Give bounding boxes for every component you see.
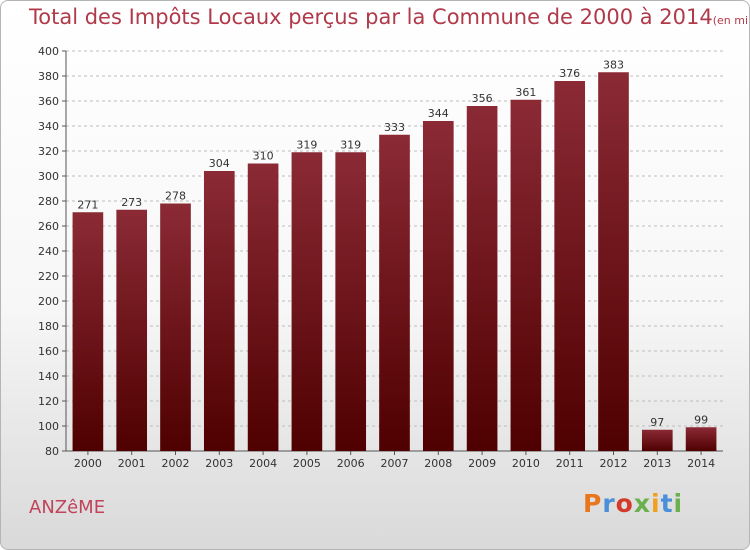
bar-2000	[72, 212, 104, 451]
bar-2012	[598, 72, 629, 451]
labels-layer: 271 273 278 304 310 319 319 333 344 356 361 376 383 9…	[77, 58, 708, 429]
brand-letter: i	[651, 489, 661, 518]
data-label: 319	[340, 138, 361, 151]
brand-logo: Proxiti	[583, 489, 683, 518]
brand-letter: P	[583, 489, 603, 518]
data-label: 99	[694, 413, 708, 426]
y-tick-label: 160	[38, 345, 59, 358]
data-label: 333	[384, 121, 405, 134]
data-label: 361	[515, 86, 536, 99]
y-tick-label: 100	[38, 420, 59, 433]
bar-2013	[641, 429, 673, 451]
data-label: 319	[296, 138, 317, 151]
bar-2003	[203, 171, 235, 451]
data-label: 278	[165, 190, 186, 203]
x-tick-label: 2012	[600, 457, 628, 470]
data-label: 97	[650, 416, 664, 429]
data-label: 356	[472, 92, 493, 105]
x-tick-label: 2005	[293, 457, 321, 470]
bar-2001	[116, 209, 148, 451]
y-tick-label: 120	[38, 395, 59, 408]
y-tick-label: 260	[38, 220, 59, 233]
x-tick-label: 2000	[74, 457, 102, 470]
brand-letter: t	[660, 489, 674, 518]
bar-2007	[379, 134, 410, 451]
chart-title-main: Total des Impôts Locaux perçus par la Co…	[29, 5, 713, 29]
bar-2009	[466, 106, 498, 451]
x-tick-label: 2006	[337, 457, 365, 470]
y-tick-label: 320	[38, 145, 59, 158]
y-tick-label: 300	[38, 170, 59, 183]
y-tick-label: 400	[38, 45, 59, 58]
y-tick-label: 200	[38, 295, 59, 308]
bar-2010	[510, 99, 542, 451]
data-label: 344	[428, 107, 449, 120]
x-tick-label: 2003	[205, 457, 233, 470]
brand-letter: o	[615, 489, 634, 518]
y-tick-label: 280	[38, 195, 59, 208]
bars-layer	[72, 72, 717, 451]
x-tick-label: 2007	[381, 457, 409, 470]
y-tick-label: 140	[38, 370, 59, 383]
x-tick-label: 2014	[687, 457, 715, 470]
x-tick-label: 2008	[424, 457, 452, 470]
y-tick-label: 360	[38, 95, 59, 108]
data-label: 304	[209, 157, 230, 170]
chart-title: Total des Impôts Locaux perçus par la Co…	[29, 5, 749, 29]
x-tick-label: 2013	[643, 457, 671, 470]
bar-2005	[291, 152, 323, 451]
bar-2004	[247, 163, 279, 451]
y-tick-label: 380	[38, 70, 59, 83]
chart-title-unit: (en milliers d'€)	[712, 14, 749, 27]
brand-letter: x	[633, 489, 651, 518]
x-tick-label: 2001	[118, 457, 146, 470]
commune-name: ANZêME	[29, 497, 106, 518]
x-tick-label: 2009	[468, 457, 496, 470]
y-tick-label: 340	[38, 120, 59, 133]
data-label: 310	[253, 150, 274, 163]
x-tick-label: 2010	[512, 457, 540, 470]
bar-2011	[554, 81, 586, 451]
brand-letter: r	[602, 489, 616, 518]
data-label: 273	[121, 196, 142, 209]
bar-2014	[685, 427, 717, 451]
data-label: 376	[559, 67, 580, 80]
y-tick-label: 80	[45, 445, 59, 458]
x-tick-label: 2002	[162, 457, 190, 470]
y-tick-label: 220	[38, 270, 59, 283]
data-label: 271	[77, 198, 98, 211]
bar-2008	[422, 121, 454, 451]
x-tick-label: 2011	[556, 457, 584, 470]
bar-2006	[335, 152, 367, 451]
axis-layer: 80 100 120 140 160 180 200 220 240 260 280 300 320 34…	[38, 45, 723, 470]
data-label: 383	[603, 58, 624, 71]
y-tick-label: 240	[38, 245, 59, 258]
brand-letter: i	[673, 489, 684, 518]
y-tick-label: 180	[38, 320, 59, 333]
bar-2002	[160, 203, 191, 451]
x-tick-label: 2004	[249, 457, 277, 470]
